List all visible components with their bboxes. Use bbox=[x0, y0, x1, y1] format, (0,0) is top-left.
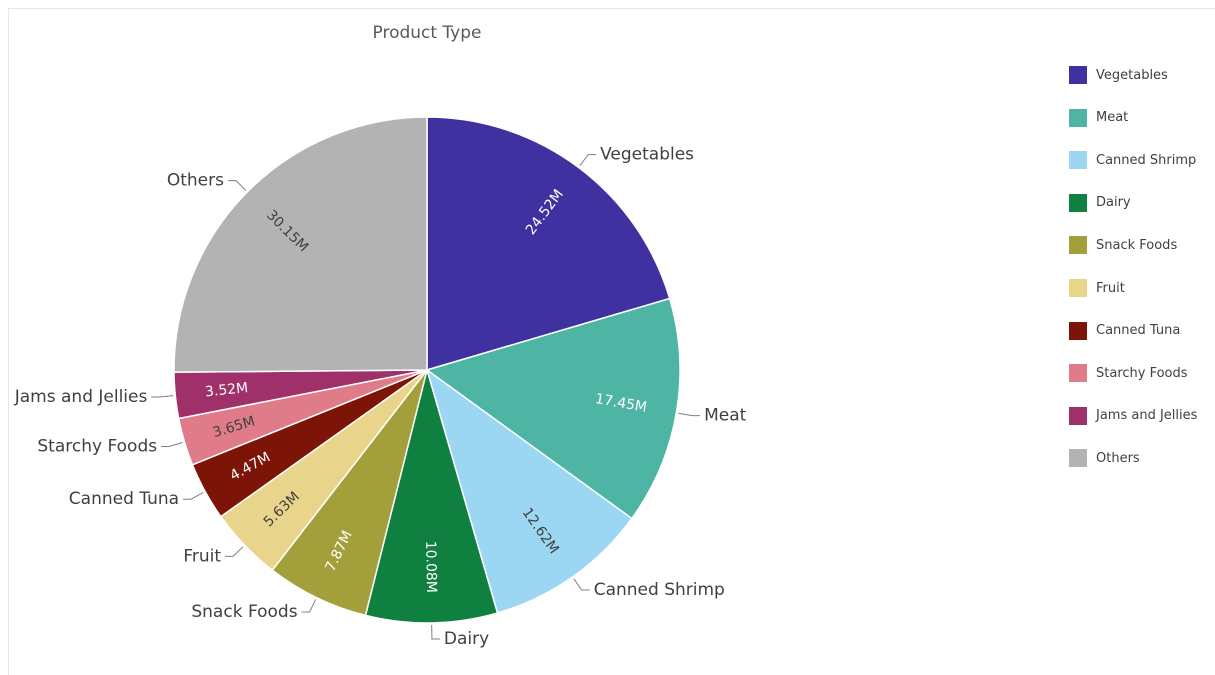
legend-swatch bbox=[1069, 449, 1087, 468]
legend-swatch bbox=[1069, 364, 1087, 383]
pie-category-labels: Vegetables Meat Canned Shrimp Dairy Snack Fo… bbox=[14, 145, 747, 649]
legend-item-vegetables[interactable]: Vegetables bbox=[1069, 64, 1168, 86]
value-label-jams-and-jellies: 3.52M bbox=[204, 380, 249, 400]
category-label-jams-and-jellies: Jams and Jellies bbox=[14, 387, 148, 407]
pie-slice-meat[interactable] bbox=[425, 297, 681, 520]
pie-slices bbox=[173, 116, 681, 624]
category-label-vegetables: Vegetables bbox=[600, 145, 694, 165]
legend-item-jams-and-jellies[interactable]: Jams and Jellies bbox=[1069, 405, 1197, 427]
legend-item-starchy-foods[interactable]: Starchy Foods bbox=[1069, 362, 1188, 384]
category-label-meat: Meat bbox=[704, 406, 747, 426]
legend-swatch bbox=[1069, 108, 1087, 127]
legend-label: Starchy Foods bbox=[1096, 365, 1188, 381]
legend-item-dairy[interactable]: Dairy bbox=[1069, 192, 1131, 214]
legend-swatch bbox=[1069, 279, 1087, 297]
pie-slice-others[interactable] bbox=[173, 116, 428, 373]
legend-label: Dairy bbox=[1096, 195, 1131, 211]
legend-label: Canned Shrimp bbox=[1096, 152, 1197, 168]
leader-line-fruit bbox=[225, 546, 244, 557]
legend-swatch bbox=[1069, 321, 1087, 340]
legend-item-fruit[interactable]: Fruit bbox=[1069, 277, 1125, 299]
legend-item-snack-foods[interactable]: Snack Foods bbox=[1069, 234, 1177, 256]
category-label-dairy: Dairy bbox=[444, 629, 489, 649]
leader-line-canned-tuna bbox=[183, 492, 204, 500]
category-label-snack-foods: Snack Foods bbox=[191, 602, 297, 622]
category-label-others: Others bbox=[167, 171, 224, 191]
legend-label: Jams and Jellies bbox=[1096, 408, 1198, 424]
pie-slice-vegetables[interactable] bbox=[426, 116, 671, 372]
leader-line-dairy bbox=[431, 624, 440, 640]
legend-label: Canned Tuna bbox=[1096, 323, 1181, 339]
pie-slice-dairy[interactable] bbox=[364, 367, 499, 624]
legend-label: Others bbox=[1096, 450, 1140, 466]
legend-item-canned-tuna[interactable]: Canned Tuna bbox=[1069, 320, 1180, 342]
legend-label: Fruit bbox=[1096, 280, 1125, 296]
legend-swatch bbox=[1069, 193, 1087, 212]
category-label-fruit: Fruit bbox=[183, 546, 221, 566]
legend-item-others[interactable]: Others bbox=[1069, 447, 1140, 469]
legend-label: Snack Foods bbox=[1096, 237, 1178, 253]
value-label-dairy: 10.08M bbox=[422, 541, 439, 593]
leader-line-jams-and-jellies bbox=[151, 395, 174, 398]
leader-line-vegetables bbox=[579, 154, 597, 167]
category-label-canned-shrimp: Canned Shrimp bbox=[594, 580, 725, 600]
category-label-starchy-foods: Starchy Foods bbox=[37, 436, 157, 456]
frame-border-left bbox=[8, 8, 9, 675]
pie-slice-canned-shrimp[interactable] bbox=[425, 368, 633, 614]
pie-leader-lines bbox=[151, 154, 701, 640]
legend-label: Vegetables bbox=[1096, 67, 1168, 83]
leader-line-canned-shrimp bbox=[573, 578, 590, 591]
chart-title: Product Type bbox=[373, 23, 482, 43]
legend-swatch bbox=[1069, 66, 1087, 84]
legend-item-canned-shrimp[interactable]: Canned Shrimp bbox=[1069, 149, 1196, 171]
leader-line-starchy-foods bbox=[161, 442, 183, 447]
legend-label: Meat bbox=[1096, 110, 1129, 126]
leader-line-snack-foods bbox=[301, 599, 317, 613]
legend-item-meat[interactable]: Meat bbox=[1069, 107, 1128, 129]
leader-line-meat bbox=[678, 412, 701, 417]
legend-swatch bbox=[1069, 151, 1087, 170]
legend-swatch bbox=[1069, 406, 1087, 425]
legend-swatch bbox=[1069, 236, 1087, 255]
leader-line-others bbox=[227, 180, 247, 191]
category-label-canned-tuna: Canned Tuna bbox=[69, 489, 179, 509]
frame-border-top bbox=[8, 8, 1215, 9]
